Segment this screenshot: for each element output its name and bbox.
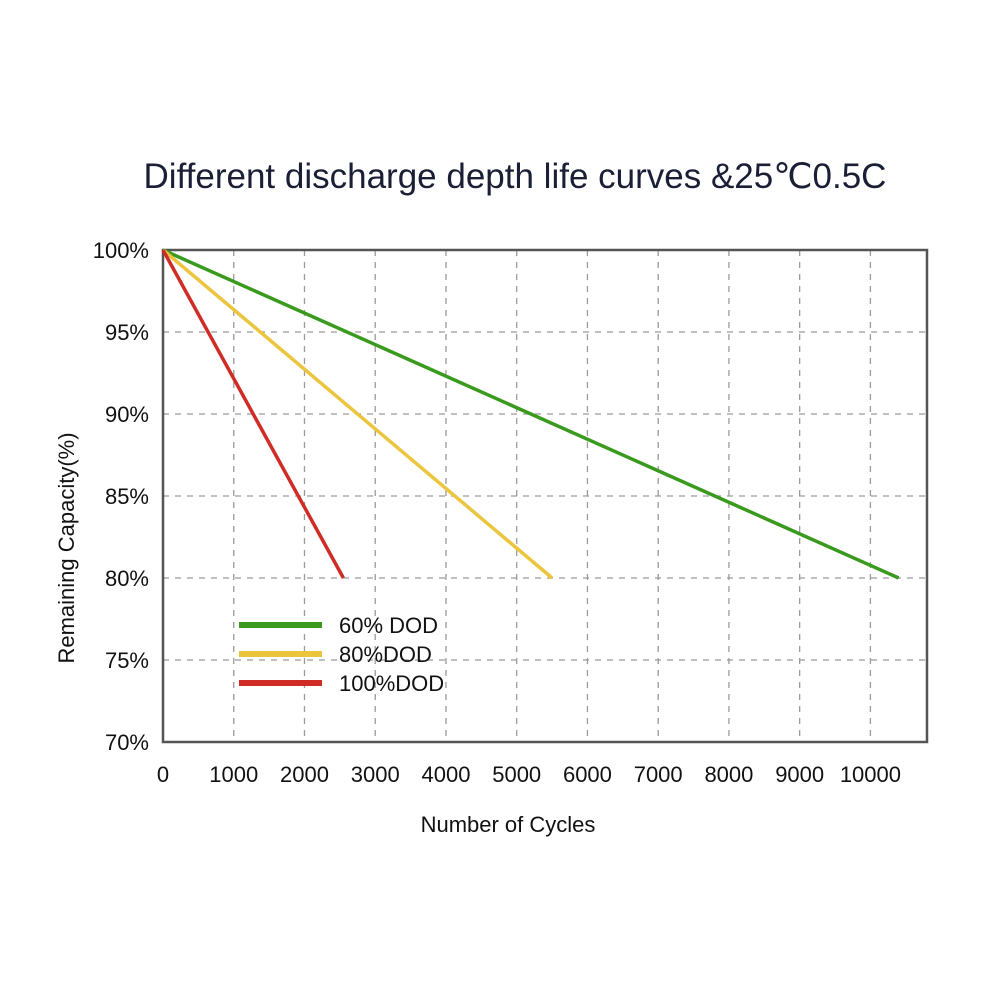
x-tick-label: 8000 xyxy=(704,762,753,787)
series-line xyxy=(162,248,900,580)
y-axis-ticks: 100% 95% 90% 85% 80% 75% 70% xyxy=(93,238,149,755)
legend-label: 60% DOD xyxy=(339,613,438,638)
y-tick-label: 95% xyxy=(105,320,149,345)
legend: 60% DOD 80%DOD 100%DOD xyxy=(239,613,444,696)
plot-area-frame xyxy=(161,248,929,744)
x-tick-label: 4000 xyxy=(421,762,470,787)
x-tick-label: 7000 xyxy=(634,762,683,787)
x-tick-label: 9000 xyxy=(775,762,824,787)
x-axis-ticks: 0 1000 2000 3000 4000 5000 6000 7000 8000 9000 100… xyxy=(157,762,901,787)
x-tick-label: 2000 xyxy=(280,762,329,787)
x-tick-label: 6000 xyxy=(563,762,612,787)
x-tick-label: 5000 xyxy=(492,762,541,787)
y-tick-label: 85% xyxy=(105,484,149,509)
legend-label: 80%DOD xyxy=(339,642,432,667)
x-tick-label: 0 xyxy=(157,762,169,787)
x-tick-label: 10000 xyxy=(840,762,901,787)
series-line xyxy=(161,249,345,579)
y-tick-label: 80% xyxy=(105,566,149,591)
series-line xyxy=(161,248,554,580)
y-axis-label: Remaining Capacity(%) xyxy=(54,432,79,663)
y-tick-label: 70% xyxy=(105,730,149,755)
series-lines xyxy=(161,248,900,580)
y-tick-label: 75% xyxy=(105,648,149,673)
legend-label: 100%DOD xyxy=(339,671,444,696)
chart-title: Different discharge depth life curves &2… xyxy=(144,157,887,196)
y-tick-label: 90% xyxy=(105,402,149,427)
x-tick-label: 3000 xyxy=(351,762,400,787)
x-axis-label: Number of Cycles xyxy=(421,812,596,837)
grid xyxy=(163,250,927,742)
y-tick-label: 100% xyxy=(93,238,149,263)
x-tick-label: 1000 xyxy=(209,762,258,787)
